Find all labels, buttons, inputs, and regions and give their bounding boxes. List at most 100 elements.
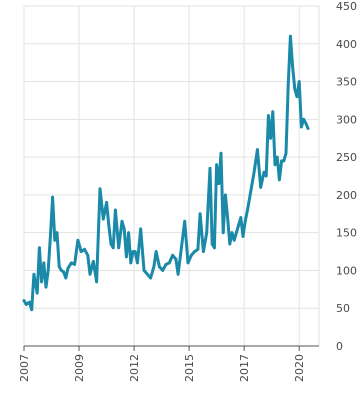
data-point	[105, 201, 108, 204]
data-point	[53, 238, 57, 242]
y-tick-label: 250	[336, 151, 357, 164]
data-point	[295, 95, 299, 99]
data-point	[139, 227, 143, 231]
data-point	[55, 231, 59, 235]
data-point	[210, 242, 214, 246]
data-point	[149, 276, 152, 280]
data-point	[213, 246, 216, 250]
data-point	[64, 276, 68, 280]
data-point	[232, 238, 236, 242]
data-point	[60, 269, 63, 272]
data-point	[275, 155, 279, 159]
data-point	[297, 80, 301, 83]
data-point	[193, 250, 197, 253]
data-point	[131, 250, 135, 253]
data-point	[221, 231, 225, 235]
data-point	[88, 272, 92, 276]
data-point	[215, 163, 219, 167]
plot-frame	[23, 5, 320, 347]
data-point	[95, 280, 99, 284]
y-tick-label: 150	[336, 227, 357, 240]
data-point	[161, 269, 165, 272]
data-point	[30, 308, 34, 312]
data-point	[219, 151, 223, 155]
data-point	[293, 87, 297, 91]
data-point	[228, 242, 232, 246]
x-tick-label: 2012	[128, 354, 141, 382]
x-tick-label: 2007	[18, 354, 31, 382]
data-point	[224, 193, 227, 197]
data-point	[129, 261, 133, 265]
data-point	[186, 261, 190, 265]
data-point	[226, 216, 230, 219]
y-tick-label: 400	[336, 38, 357, 51]
data-point	[44, 285, 48, 289]
data-point	[304, 121, 308, 125]
y-tick-label: 0	[336, 340, 343, 353]
data-point	[164, 263, 168, 266]
data-point	[28, 300, 31, 304]
data-point	[288, 34, 292, 38]
data-point	[299, 125, 303, 129]
data-point	[255, 148, 259, 151]
data-point	[124, 255, 128, 259]
data-point	[266, 114, 270, 117]
data-point	[109, 242, 113, 246]
data-point	[235, 231, 238, 235]
data-point	[271, 110, 275, 114]
data-point	[101, 217, 105, 221]
data-point	[291, 65, 294, 68]
data-point	[171, 253, 175, 257]
data-point	[24, 303, 28, 306]
data-point	[280, 159, 283, 163]
data-point	[62, 270, 66, 274]
data-point	[46, 269, 50, 272]
x-tick-label: 2017	[238, 354, 251, 382]
data-point	[241, 235, 245, 238]
data-point	[205, 231, 209, 235]
data-point	[38, 246, 41, 250]
data-point	[32, 272, 36, 276]
data-point	[42, 261, 46, 265]
data-point	[79, 250, 83, 253]
data-point	[122, 227, 126, 231]
data-point	[269, 136, 272, 140]
y-tick-label: 200	[336, 189, 357, 202]
data-point	[111, 246, 115, 250]
data-point	[198, 212, 202, 216]
data-point	[306, 126, 310, 130]
data-point	[273, 163, 277, 167]
data-point	[302, 117, 305, 121]
data-point	[40, 280, 44, 284]
data-point	[180, 246, 183, 250]
data-point	[262, 170, 266, 174]
data-point	[189, 253, 193, 257]
data-point	[57, 265, 61, 269]
series-line	[22, 34, 310, 312]
data-point	[286, 83, 290, 87]
data-point	[243, 219, 247, 223]
data-point	[259, 185, 263, 189]
data-point	[246, 208, 249, 212]
series-group	[22, 34, 310, 312]
data-point	[282, 159, 286, 163]
grid-lines	[23, 5, 320, 347]
data-point	[73, 263, 77, 266]
data-point	[127, 231, 130, 235]
data-point	[202, 250, 205, 253]
data-point	[66, 266, 70, 270]
data-point	[174, 257, 178, 261]
x-tick-label: 2009	[73, 354, 86, 382]
data-point	[277, 178, 281, 182]
data-point	[133, 250, 137, 253]
data-point	[264, 174, 268, 178]
y-tick-label: 350	[336, 76, 357, 89]
data-point	[249, 189, 253, 193]
data-point	[152, 265, 156, 269]
y-tick-label: 100	[336, 264, 357, 277]
x-tick-label: 2020	[293, 354, 306, 382]
data-point	[98, 187, 102, 191]
data-point	[113, 208, 117, 212]
data-point	[117, 246, 121, 250]
